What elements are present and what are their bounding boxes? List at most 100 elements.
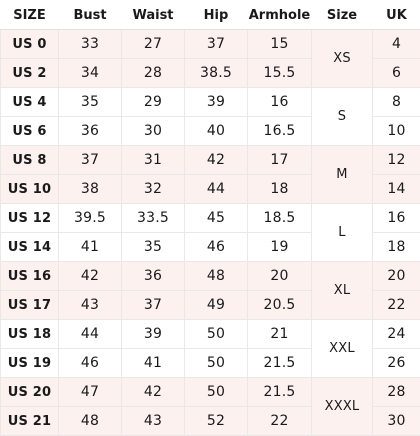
cell-us-size: US 20 [1,378,59,407]
cell-us-size: US 19 [1,349,59,378]
cell-waist: 37 [122,291,185,320]
table-row: US 0 33 27 37 15 XS 4 [1,30,420,59]
cell-armhole: 20 [248,262,312,291]
cell-armhole: 16 [248,88,312,117]
cell-bust: 38 [59,175,122,204]
cell-size-group: L [312,204,373,262]
header-waist: Waist [122,1,185,30]
cell-uk: 24 [373,320,420,349]
cell-armhole: 21.5 [248,378,312,407]
cell-us-size: US 10 [1,175,59,204]
cell-uk: 8 [373,88,420,117]
cell-bust: 41 [59,233,122,262]
cell-uk: 26 [373,349,420,378]
cell-hip: 52 [185,407,248,436]
cell-us-size: US 6 [1,117,59,146]
cell-bust: 46 [59,349,122,378]
cell-waist: 42 [122,378,185,407]
cell-bust: 47 [59,378,122,407]
cell-armhole: 21 [248,320,312,349]
cell-armhole: 16.5 [248,117,312,146]
header-uk: UK [373,1,420,30]
cell-armhole: 15.5 [248,59,312,88]
header-armhole: Armhole [248,1,312,30]
table-body: US 0 33 27 37 15 XS 4 US 2 34 28 38.5 15… [1,30,420,436]
cell-us-size: US 17 [1,291,59,320]
cell-size-group: M [312,146,373,204]
table-row: US 16 42 36 48 20 XL 20 [1,262,420,291]
size-chart: SIZE Bust Waist Hip Armhole Size UK US 0… [0,0,420,419]
cell-waist: 32 [122,175,185,204]
cell-bust: 34 [59,59,122,88]
cell-hip: 42 [185,146,248,175]
cell-hip: 45 [185,204,248,233]
cell-uk: 6 [373,59,420,88]
cell-us-size: US 2 [1,59,59,88]
header-size-us: SIZE [1,1,59,30]
cell-bust: 35 [59,88,122,117]
cell-hip: 46 [185,233,248,262]
table-row: US 12 39.5 33.5 45 18.5 L 16 [1,204,420,233]
header-bust: Bust [59,1,122,30]
cell-us-size: US 14 [1,233,59,262]
cell-us-size: US 4 [1,88,59,117]
cell-waist: 35 [122,233,185,262]
cell-waist: 30 [122,117,185,146]
cell-bust: 42 [59,262,122,291]
cell-hip: 50 [185,320,248,349]
cell-us-size: US 21 [1,407,59,436]
cell-size-group: XS [312,30,373,88]
cell-waist: 33.5 [122,204,185,233]
cell-uk: 14 [373,175,420,204]
cell-armhole: 18.5 [248,204,312,233]
cell-armhole: 19 [248,233,312,262]
header-row: SIZE Bust Waist Hip Armhole Size UK [1,1,420,30]
cell-armhole: 18 [248,175,312,204]
cell-waist: 41 [122,349,185,378]
cell-bust: 37 [59,146,122,175]
cell-hip: 44 [185,175,248,204]
cell-size-group: XXXL [312,378,373,436]
cell-uk: 16 [373,204,420,233]
cell-uk: 28 [373,378,420,407]
cell-us-size: US 18 [1,320,59,349]
cell-uk: 30 [373,407,420,436]
cell-hip: 39 [185,88,248,117]
cell-bust: 48 [59,407,122,436]
cell-uk: 10 [373,117,420,146]
cell-uk: 20 [373,262,420,291]
header-size-letter: Size [312,1,373,30]
table-row: US 18 44 39 50 21 XXL 24 [1,320,420,349]
cell-bust: 43 [59,291,122,320]
cell-us-size: US 16 [1,262,59,291]
cell-waist: 43 [122,407,185,436]
cell-us-size: US 8 [1,146,59,175]
cell-hip: 40 [185,117,248,146]
cell-uk: 22 [373,291,420,320]
cell-waist: 36 [122,262,185,291]
cell-bust: 44 [59,320,122,349]
table-row: US 8 37 31 42 17 M 12 [1,146,420,175]
cell-waist: 29 [122,88,185,117]
cell-armhole: 15 [248,30,312,59]
cell-armhole: 20.5 [248,291,312,320]
table-row: US 4 35 29 39 16 S 8 [1,88,420,117]
cell-bust: 39.5 [59,204,122,233]
cell-us-size: US 12 [1,204,59,233]
cell-waist: 28 [122,59,185,88]
cell-waist: 39 [122,320,185,349]
cell-hip: 38.5 [185,59,248,88]
cell-hip: 50 [185,349,248,378]
cell-armhole: 21.5 [248,349,312,378]
table-row: US 20 47 42 50 21.5 XXXL 28 [1,378,420,407]
cell-size-group: S [312,88,373,146]
cell-waist: 27 [122,30,185,59]
cell-hip: 49 [185,291,248,320]
cell-hip: 50 [185,378,248,407]
cell-size-group: XXL [312,320,373,378]
cell-us-size: US 0 [1,30,59,59]
table-header: SIZE Bust Waist Hip Armhole Size UK [1,1,420,30]
cell-size-group: XL [312,262,373,320]
cell-uk: 18 [373,233,420,262]
